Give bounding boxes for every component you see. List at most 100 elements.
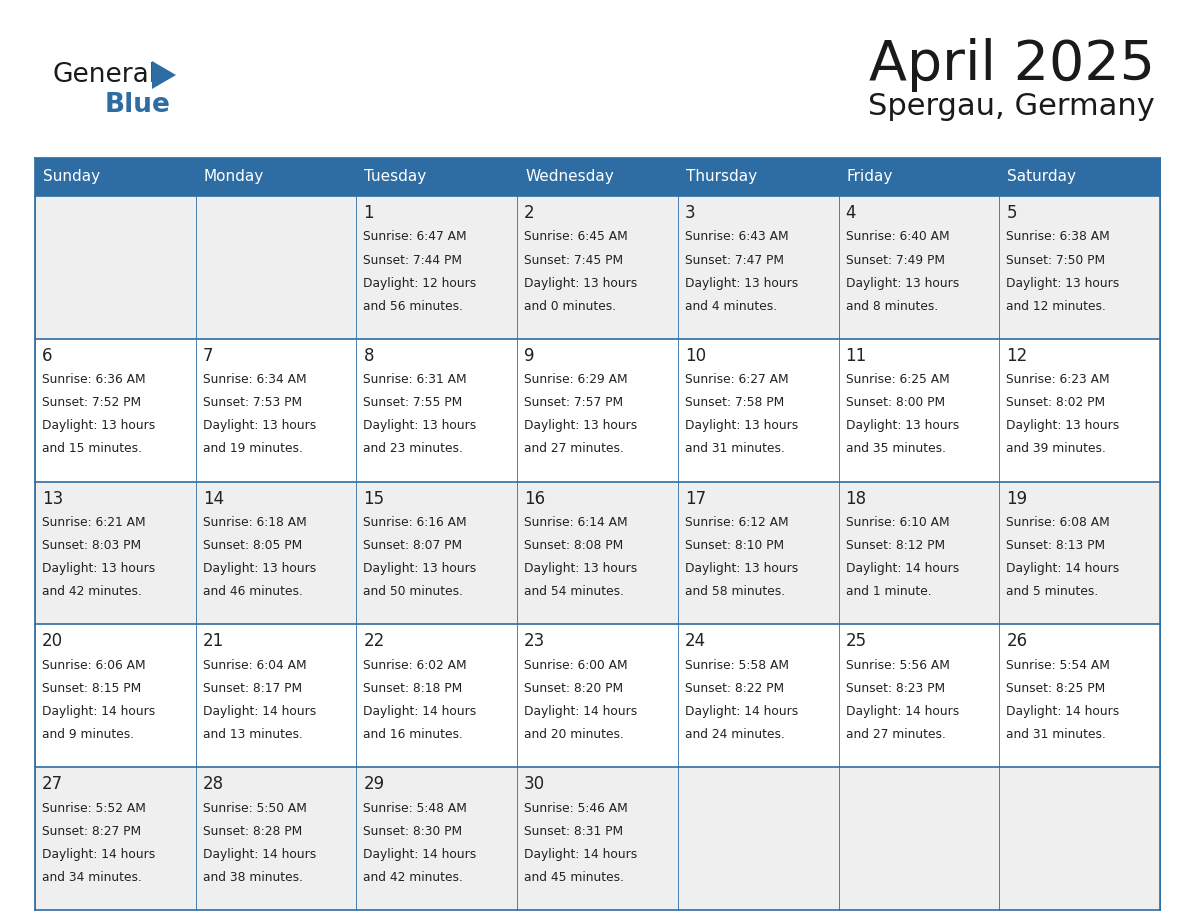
Text: Daylight: 13 hours: Daylight: 13 hours: [524, 420, 638, 432]
Text: 30: 30: [524, 775, 545, 793]
Text: Daylight: 13 hours: Daylight: 13 hours: [524, 562, 638, 576]
Text: Daylight: 14 hours: Daylight: 14 hours: [1006, 562, 1119, 576]
Text: Daylight: 14 hours: Daylight: 14 hours: [203, 705, 316, 718]
Text: 3: 3: [684, 204, 695, 222]
Bar: [678, 767, 839, 910]
Bar: [34, 158, 196, 196]
Text: and 5 minutes.: and 5 minutes.: [1006, 585, 1099, 599]
Text: 11: 11: [846, 347, 867, 364]
Text: and 35 minutes.: and 35 minutes.: [846, 442, 946, 455]
Text: and 42 minutes.: and 42 minutes.: [42, 585, 141, 599]
Text: 5: 5: [1006, 204, 1017, 222]
Bar: [196, 158, 356, 196]
Text: Sunset: 8:18 PM: Sunset: 8:18 PM: [364, 682, 462, 695]
Text: Sunrise: 5:56 AM: Sunrise: 5:56 AM: [846, 659, 949, 672]
Text: Sunrise: 6:36 AM: Sunrise: 6:36 AM: [42, 374, 146, 386]
Text: Sunday: Sunday: [43, 170, 100, 185]
Bar: [999, 624, 1159, 767]
Text: Sunset: 7:53 PM: Sunset: 7:53 PM: [203, 397, 302, 409]
Text: 26: 26: [1006, 633, 1028, 650]
Text: Daylight: 12 hours: Daylight: 12 hours: [364, 276, 476, 289]
Text: Blue: Blue: [105, 92, 171, 118]
Bar: [34, 624, 196, 767]
Text: Thursday: Thursday: [685, 170, 757, 185]
Text: 4: 4: [846, 204, 857, 222]
Text: Daylight: 13 hours: Daylight: 13 hours: [684, 276, 798, 289]
Text: and 54 minutes.: and 54 minutes.: [524, 585, 624, 599]
Bar: [196, 482, 356, 624]
Text: Sunrise: 6:27 AM: Sunrise: 6:27 AM: [684, 374, 789, 386]
Text: Sunset: 8:30 PM: Sunset: 8:30 PM: [364, 824, 462, 838]
Bar: [34, 767, 196, 910]
Text: Daylight: 14 hours: Daylight: 14 hours: [1006, 705, 1119, 718]
Text: Spergau, Germany: Spergau, Germany: [868, 92, 1155, 121]
Bar: [196, 624, 356, 767]
Bar: [517, 339, 678, 482]
Text: Daylight: 14 hours: Daylight: 14 hours: [364, 705, 476, 718]
Text: Sunrise: 6:47 AM: Sunrise: 6:47 AM: [364, 230, 467, 243]
Text: Sunrise: 6:34 AM: Sunrise: 6:34 AM: [203, 374, 307, 386]
Text: Sunrise: 5:46 AM: Sunrise: 5:46 AM: [524, 801, 628, 814]
Text: and 46 minutes.: and 46 minutes.: [203, 585, 303, 599]
Text: Daylight: 13 hours: Daylight: 13 hours: [42, 420, 156, 432]
Text: Daylight: 13 hours: Daylight: 13 hours: [1006, 276, 1119, 289]
Bar: [517, 767, 678, 910]
Text: Sunset: 8:05 PM: Sunset: 8:05 PM: [203, 539, 302, 552]
Text: April 2025: April 2025: [868, 38, 1155, 92]
Text: Sunset: 7:57 PM: Sunset: 7:57 PM: [524, 397, 624, 409]
Text: and 1 minute.: and 1 minute.: [846, 585, 931, 599]
Text: Saturday: Saturday: [1007, 170, 1076, 185]
Text: Friday: Friday: [847, 170, 893, 185]
Text: Sunset: 8:20 PM: Sunset: 8:20 PM: [524, 682, 624, 695]
Text: Daylight: 14 hours: Daylight: 14 hours: [42, 847, 156, 861]
Text: Sunset: 8:08 PM: Sunset: 8:08 PM: [524, 539, 624, 552]
Text: Daylight: 14 hours: Daylight: 14 hours: [846, 705, 959, 718]
Text: Sunset: 8:15 PM: Sunset: 8:15 PM: [42, 682, 141, 695]
Bar: [356, 767, 517, 910]
Text: and 31 minutes.: and 31 minutes.: [1006, 728, 1106, 741]
Bar: [356, 482, 517, 624]
Text: Daylight: 14 hours: Daylight: 14 hours: [364, 847, 476, 861]
Bar: [839, 339, 999, 482]
Bar: [678, 482, 839, 624]
Text: Sunset: 8:07 PM: Sunset: 8:07 PM: [364, 539, 462, 552]
Text: 20: 20: [42, 633, 63, 650]
Text: 2: 2: [524, 204, 535, 222]
Text: Sunrise: 6:40 AM: Sunrise: 6:40 AM: [846, 230, 949, 243]
Text: Sunrise: 6:00 AM: Sunrise: 6:00 AM: [524, 659, 627, 672]
Text: Sunrise: 5:48 AM: Sunrise: 5:48 AM: [364, 801, 467, 814]
Text: Sunrise: 6:31 AM: Sunrise: 6:31 AM: [364, 374, 467, 386]
Text: 28: 28: [203, 775, 223, 793]
Bar: [839, 482, 999, 624]
Text: and 19 minutes.: and 19 minutes.: [203, 442, 303, 455]
Text: 19: 19: [1006, 489, 1028, 508]
Text: Sunset: 7:45 PM: Sunset: 7:45 PM: [524, 253, 624, 266]
Text: Sunrise: 5:50 AM: Sunrise: 5:50 AM: [203, 801, 307, 814]
Text: Daylight: 13 hours: Daylight: 13 hours: [364, 562, 476, 576]
Text: and 16 minutes.: and 16 minutes.: [364, 728, 463, 741]
Text: Sunset: 7:47 PM: Sunset: 7:47 PM: [684, 253, 784, 266]
Text: and 34 minutes.: and 34 minutes.: [42, 871, 141, 884]
Text: and 24 minutes.: and 24 minutes.: [684, 728, 785, 741]
Text: Sunrise: 6:23 AM: Sunrise: 6:23 AM: [1006, 374, 1110, 386]
Text: 12: 12: [1006, 347, 1028, 364]
Text: Sunset: 7:49 PM: Sunset: 7:49 PM: [846, 253, 944, 266]
Text: Monday: Monday: [203, 170, 264, 185]
Bar: [517, 158, 678, 196]
Bar: [517, 196, 678, 339]
Text: Sunset: 8:23 PM: Sunset: 8:23 PM: [846, 682, 944, 695]
Text: and 27 minutes.: and 27 minutes.: [524, 442, 624, 455]
Text: Wednesday: Wednesday: [525, 170, 614, 185]
Text: Sunrise: 6:25 AM: Sunrise: 6:25 AM: [846, 374, 949, 386]
Text: and 45 minutes.: and 45 minutes.: [524, 871, 624, 884]
Text: Sunset: 8:12 PM: Sunset: 8:12 PM: [846, 539, 944, 552]
Text: and 31 minutes.: and 31 minutes.: [684, 442, 785, 455]
Text: Tuesday: Tuesday: [365, 170, 426, 185]
Text: and 23 minutes.: and 23 minutes.: [364, 442, 463, 455]
Text: Daylight: 13 hours: Daylight: 13 hours: [524, 276, 638, 289]
Bar: [839, 158, 999, 196]
Bar: [999, 196, 1159, 339]
Text: Sunset: 8:02 PM: Sunset: 8:02 PM: [1006, 397, 1105, 409]
Text: Daylight: 14 hours: Daylight: 14 hours: [524, 847, 638, 861]
Text: and 12 minutes.: and 12 minutes.: [1006, 299, 1106, 313]
